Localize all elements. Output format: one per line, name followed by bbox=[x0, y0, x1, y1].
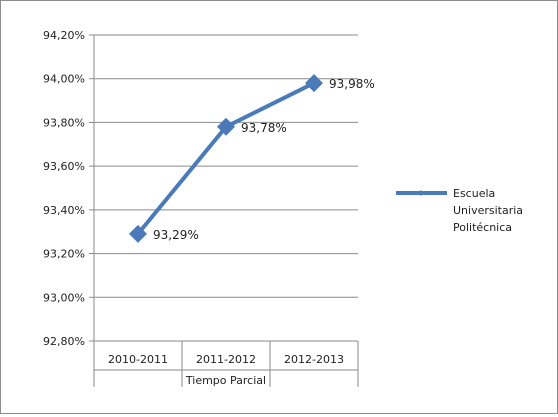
y-tick-label: 93,20% bbox=[43, 248, 85, 261]
data-point bbox=[217, 117, 235, 136]
x-tick-label: 2010-2011 bbox=[108, 353, 168, 366]
y-tick-label: 94,20% bbox=[43, 29, 85, 42]
x-tick-label: 2011-2012 bbox=[196, 353, 256, 366]
data-label: 93,98% bbox=[329, 77, 375, 91]
legend-label: Politécnica bbox=[453, 221, 512, 234]
y-tick-label: 93,60% bbox=[43, 160, 85, 173]
data-point bbox=[129, 224, 147, 243]
series-layer: 93,29% 93,78% 93,98% bbox=[129, 74, 375, 243]
y-tick-label: 93,00% bbox=[43, 291, 85, 304]
data-point bbox=[305, 74, 323, 93]
data-label: 93,78% bbox=[241, 121, 287, 135]
y-tick-label: 93,40% bbox=[43, 204, 85, 217]
legend-marker bbox=[418, 190, 424, 196]
legend-label: Escuela bbox=[453, 187, 495, 200]
series-line bbox=[136, 81, 315, 236]
legend-label: Universitaria bbox=[453, 204, 523, 217]
x-tick-label: 2012-2013 bbox=[284, 353, 344, 366]
y-tick-label: 92,80% bbox=[43, 335, 85, 348]
y-axis-ticks: 94,20% 94,00% 93,80% 93,60% 93,40% 93,20% 93,0… bbox=[43, 29, 85, 348]
y-tick-label: 94,00% bbox=[43, 73, 85, 86]
legend: Escuela Universitaria Politécnica bbox=[396, 187, 523, 234]
data-label: 93,29% bbox=[153, 228, 199, 242]
x-axis: 2010-2011 2011-2012 2012-2013 Tiempo Parcia… bbox=[93, 35, 359, 387]
y-tick-label: 93,80% bbox=[43, 116, 85, 129]
x-group-label: Tiempo Parcial bbox=[185, 374, 266, 387]
